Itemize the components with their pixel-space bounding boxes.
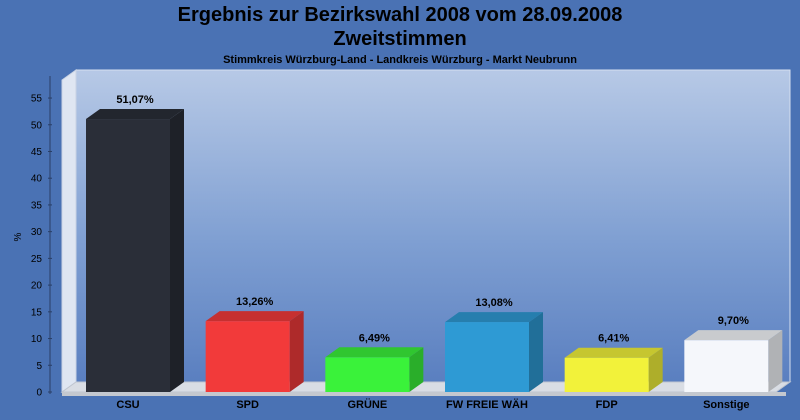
x-category-label: FW FREIE WÄH [446,398,528,411]
plot-back-wall [75,69,791,383]
chart-subtitle: Zweitstimmen [333,28,467,50]
bar-side [768,330,783,392]
bar-side [529,312,543,392]
bar-side [409,347,424,392]
bar-value-label: 51,07% [116,94,154,106]
y-tick-label: 5 [36,361,42,372]
x-category-label: FDP [596,399,618,411]
y-axis-label: % [13,232,24,241]
bar-top [445,312,543,323]
bar-value-label: 6,49% [359,332,390,344]
plot-side-wall [61,69,77,393]
chart-caption: Stimmkreis Würzburg-Land - Landkreis Wür… [223,54,577,66]
y-tick-label: 0 [36,388,42,399]
bar-side [170,109,184,392]
x-category-label: CSU [116,399,139,411]
bar [205,321,290,392]
chart-title: Ergebnis zur Bezirkswahl 2008 vom 28.09.… [177,4,623,26]
bar-value-label: 9,70% [718,315,749,327]
x-category-label: Sonstige [703,399,749,411]
x-category-label: SPD [236,399,259,411]
plot-floor-edge [62,392,786,396]
bar [86,119,170,392]
y-tick-label: 50 [31,120,43,131]
y-tick-label: 10 [31,334,43,345]
bar [564,357,649,392]
bar-side [289,311,304,392]
bar-value-label: 13,26% [236,296,274,308]
y-tick-label: 30 [31,227,43,238]
y-tick-label: 20 [31,281,43,292]
bar-top [325,347,424,358]
y-tick-label: 40 [31,174,43,185]
y-tick-label: 45 [31,147,43,158]
bar-value-label: 6,41% [598,333,629,345]
x-category-label: GRÜNE [347,398,387,411]
bar-top [684,330,783,341]
bar-top [205,311,304,322]
bar-side [648,347,663,392]
bar [684,340,769,392]
y-tick-label: 35 [31,200,43,211]
y-tick-label: 15 [31,307,43,318]
bar [325,357,410,392]
y-tick-label: 55 [31,94,43,105]
bar-top [86,109,184,120]
bar-value-label: 13,08% [475,297,513,309]
y-tick-label: 25 [31,254,43,265]
bar [445,322,529,392]
bar-top [564,347,663,358]
